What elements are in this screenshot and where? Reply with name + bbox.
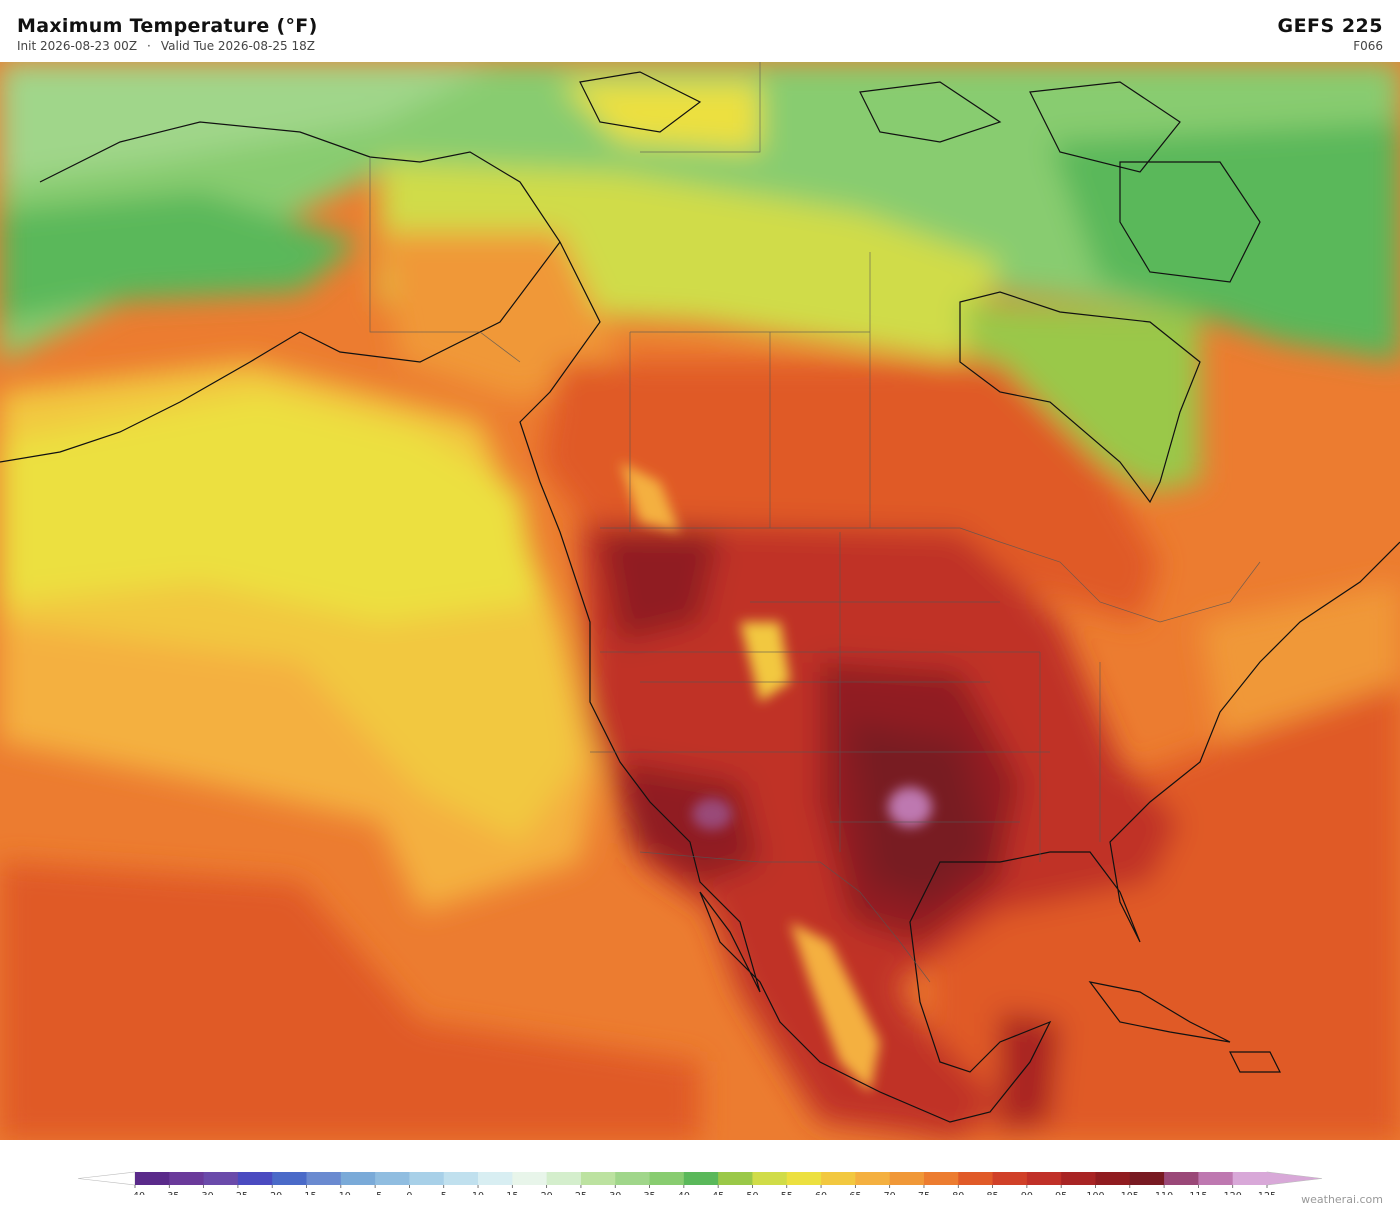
colorbar-segment bbox=[409, 1172, 445, 1185]
colorbar-segment bbox=[958, 1172, 994, 1185]
colorbar-tick-label: 40 bbox=[678, 1191, 690, 1195]
colorbar-segment bbox=[375, 1172, 410, 1185]
colorbar-tick-label: 35 bbox=[643, 1191, 655, 1195]
colorbar-tick-label: 100 bbox=[1086, 1191, 1104, 1195]
subtitle: Init 2026-08-23 00Z · Valid Tue 2026-08-25… bbox=[17, 39, 315, 53]
colorbar-tick-label: −35 bbox=[159, 1191, 179, 1195]
colorbar-segment bbox=[1129, 1172, 1165, 1185]
colorbar-tick-label: −15 bbox=[296, 1191, 316, 1195]
colorbar-tick-label: 20 bbox=[541, 1191, 553, 1195]
colorbar-tick-label: −5 bbox=[368, 1191, 382, 1195]
colorbar-tick-label: −30 bbox=[194, 1191, 214, 1195]
colorbar-over bbox=[1266, 1171, 1323, 1186]
forecast-hour: F066 bbox=[1353, 39, 1383, 53]
colorbar-segment bbox=[855, 1172, 891, 1185]
colorbar-tick-label: 25 bbox=[575, 1191, 587, 1195]
colorbar-segment bbox=[1198, 1172, 1234, 1185]
colorbar-segment bbox=[135, 1172, 170, 1185]
colorbar-tick-label: 15 bbox=[506, 1191, 518, 1195]
colorbar-under bbox=[77, 1171, 136, 1186]
coastlines bbox=[0, 71, 1400, 1123]
colorbar-segment bbox=[443, 1172, 479, 1185]
model-name: GEFS 225 bbox=[1277, 15, 1383, 37]
colorbar-tick-label: 60 bbox=[815, 1191, 827, 1195]
colorbar-segment bbox=[1232, 1172, 1268, 1185]
map bbox=[0, 62, 1400, 1140]
colorbar-tick-label: 0 bbox=[406, 1191, 412, 1195]
colorbar-segment bbox=[821, 1172, 856, 1185]
colorbar-tick-label: −10 bbox=[331, 1191, 351, 1195]
credit: weatherai.com bbox=[1301, 1193, 1383, 1206]
colorbar-tick-label: −20 bbox=[262, 1191, 282, 1195]
colorbar-segment bbox=[306, 1172, 342, 1185]
colorbar-tick-label: 80 bbox=[952, 1191, 964, 1195]
valid-time: Valid Tue 2026-08-25 18Z bbox=[160, 39, 315, 53]
colorbar-segment bbox=[923, 1172, 959, 1185]
colorbar-segment bbox=[512, 1172, 548, 1185]
borders bbox=[369, 62, 1261, 983]
temperature-field bbox=[0, 62, 1400, 1140]
colorbar-tick-label: 95 bbox=[1055, 1191, 1067, 1195]
colorbar-tick-label: 115 bbox=[1189, 1191, 1207, 1195]
colorbar-tick-label: 50 bbox=[746, 1191, 758, 1195]
colorbar-segment bbox=[615, 1172, 651, 1185]
colorbar-segment bbox=[546, 1172, 582, 1185]
colorbar-tick-label: 90 bbox=[1021, 1191, 1033, 1195]
colorbar-tick-label: 5 bbox=[441, 1191, 447, 1195]
colorbar-segment bbox=[340, 1172, 376, 1185]
colorbar-segment bbox=[272, 1172, 308, 1185]
colorbar-tick-label: 10 bbox=[472, 1191, 484, 1195]
colorbar-segment bbox=[478, 1172, 513, 1185]
colorbar-tick-label: −25 bbox=[228, 1191, 248, 1195]
colorbar-segment bbox=[992, 1172, 1028, 1185]
colorbar-segment bbox=[169, 1172, 205, 1185]
colorbar-segment bbox=[683, 1172, 719, 1185]
colorbar-tick-label: 125 bbox=[1258, 1191, 1276, 1195]
colorbar-segment bbox=[1095, 1172, 1131, 1185]
colorbar: −40 −35 −30 −25 −20 −15 −10 −5 0 5 10 15 20 25 30 35 40 4… bbox=[77, 1171, 1323, 1195]
colorbar-segment bbox=[1026, 1172, 1062, 1185]
colorbar-tick-label: 75 bbox=[918, 1191, 930, 1195]
colorbar-tick-label: 65 bbox=[849, 1191, 861, 1195]
colorbar-segment bbox=[203, 1172, 239, 1185]
colorbar-segment bbox=[1061, 1172, 1096, 1185]
colorbar-tick-label: −40 bbox=[125, 1191, 145, 1195]
colorbar-segment bbox=[1164, 1172, 1199, 1185]
colorbar-segment bbox=[786, 1172, 822, 1185]
colorbar-segment bbox=[649, 1172, 685, 1185]
colorbar-tick-label: 45 bbox=[712, 1191, 724, 1195]
init-time: Init 2026-08-23 00Z bbox=[17, 39, 138, 53]
colorbar-segment bbox=[718, 1172, 753, 1185]
colorbar-tick-label: 55 bbox=[781, 1191, 793, 1195]
colorbar-segment bbox=[580, 1172, 616, 1185]
title: Maximum Temperature (°F) bbox=[17, 15, 318, 37]
colorbar-tick-label: 120 bbox=[1224, 1191, 1242, 1195]
colorbar-tick-label: 110 bbox=[1155, 1191, 1173, 1195]
colorbar-tick-label: 85 bbox=[987, 1191, 999, 1195]
colorbar-tick-label: 105 bbox=[1121, 1191, 1139, 1195]
separator: · bbox=[147, 39, 151, 53]
colorbar-segment bbox=[752, 1172, 788, 1185]
colorbar-tick-label: 30 bbox=[609, 1191, 621, 1195]
colorbar-segment bbox=[889, 1172, 925, 1185]
colorbar-tick-label: 70 bbox=[884, 1191, 896, 1195]
colorbar-segment bbox=[237, 1172, 273, 1185]
